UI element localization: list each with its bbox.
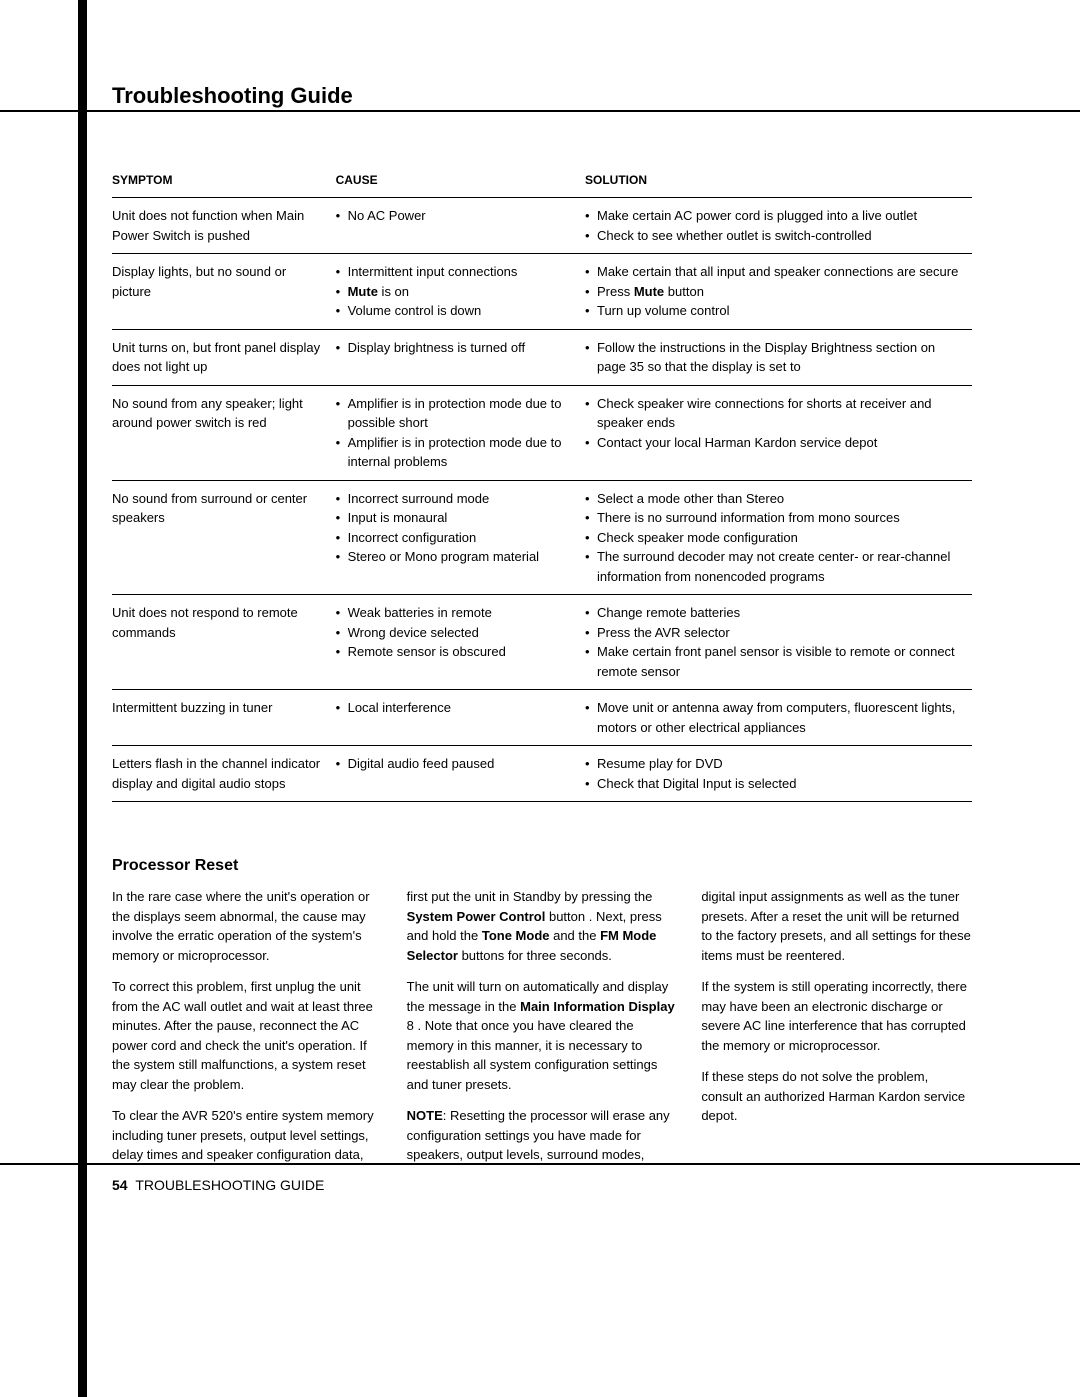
- table-row: Display lights, but no sound or pictureI…: [112, 254, 972, 330]
- symptom-cell: Unit turns on, but front panel display d…: [112, 329, 336, 385]
- symptom-cell: No sound from surround or center speaker…: [112, 480, 336, 595]
- table-row: Unit does not respond to remote commands…: [112, 595, 972, 690]
- solution-cell: Change remote batteriesPress the AVR sel…: [585, 595, 972, 690]
- footer-rule: [0, 1163, 1080, 1165]
- table-row: Letters flash in the channel indicator d…: [112, 746, 972, 802]
- symptom-cell: Display lights, but no sound or picture: [112, 254, 336, 330]
- cause-item: Stereo or Mono program material: [336, 547, 575, 567]
- solution-item: Select a mode other than Stereo: [585, 489, 962, 509]
- th-cause: CAUSE: [336, 165, 585, 198]
- solution-item: The surround decoder may not create cent…: [585, 547, 962, 586]
- processor-reset-heading: Processor Reset: [112, 857, 972, 875]
- solution-cell: Resume play for DVDCheck that Digital In…: [585, 746, 972, 802]
- symptom-cell: Unit does not function when Main Power S…: [112, 198, 336, 254]
- header-rule: [0, 110, 1080, 112]
- solution-item: Press the AVR selector: [585, 623, 962, 643]
- solution-item: Press Mute button: [585, 282, 962, 302]
- solution-item: Make certain that all input and speaker …: [585, 262, 962, 282]
- troubleshooting-table: SYMPTOM CAUSE SOLUTION Unit does not fun…: [112, 165, 972, 802]
- symptom-cell: Unit does not respond to remote commands: [112, 595, 336, 690]
- solution-cell: Make certain AC power cord is plugged in…: [585, 198, 972, 254]
- solution-item: Check speaker wire connections for short…: [585, 394, 962, 433]
- processor-reset-body: In the rare case where the unit's operat…: [112, 887, 972, 1165]
- table-row: Unit turns on, but front panel display d…: [112, 329, 972, 385]
- reset-p4: The unit will turn on automatically and …: [407, 977, 678, 1094]
- solution-cell: Check speaker wire connections for short…: [585, 385, 972, 480]
- solution-item: Contact your local Harman Kardon service…: [585, 433, 962, 453]
- reset-p1: In the rare case where the unit's operat…: [112, 887, 383, 965]
- cause-cell: Digital audio feed paused: [336, 746, 585, 802]
- cause-item: Incorrect surround mode: [336, 489, 575, 509]
- cause-cell: No AC Power: [336, 198, 585, 254]
- cause-cell: Intermittent input connectionsMute is on…: [336, 254, 585, 330]
- reset-p7: If these steps do not solve the problem,…: [701, 1067, 972, 1126]
- cause-cell: Amplifier is in protection mode due to p…: [336, 385, 585, 480]
- solution-item: Check speaker mode configuration: [585, 528, 962, 548]
- solution-item: Resume play for DVD: [585, 754, 962, 774]
- left-vertical-bar: [78, 0, 87, 1397]
- solution-item: Check to see whether outlet is switch-co…: [585, 226, 962, 246]
- symptom-cell: Letters flash in the channel indicator d…: [112, 746, 336, 802]
- cause-item: Digital audio feed paused: [336, 754, 575, 774]
- page-footer: 54 TROUBLESHOOTING GUIDE: [112, 1177, 324, 1193]
- cause-item: No AC Power: [336, 206, 575, 226]
- table-row: No sound from any speaker; light around …: [112, 385, 972, 480]
- reset-p2: To correct this problem, first unplug th…: [112, 977, 383, 1094]
- cause-item: Intermittent input connections: [336, 262, 575, 282]
- cause-item: Mute is on: [336, 282, 575, 302]
- cause-item: Amplifier is in protection mode due to i…: [336, 433, 575, 472]
- solution-cell: Move unit or antenna away from computers…: [585, 690, 972, 746]
- cause-cell: Display brightness is turned off: [336, 329, 585, 385]
- cause-cell: Local interference: [336, 690, 585, 746]
- solution-item: Make certain AC power cord is plugged in…: [585, 206, 962, 226]
- symptom-cell: No sound from any speaker; light around …: [112, 385, 336, 480]
- th-symptom: SYMPTOM: [112, 165, 336, 198]
- footer-label: TROUBLESHOOTING GUIDE: [135, 1177, 324, 1193]
- cause-item: Local interference: [336, 698, 575, 718]
- content-area: SYMPTOM CAUSE SOLUTION Unit does not fun…: [112, 165, 972, 1165]
- page-number: 54: [112, 1177, 128, 1193]
- solution-item: Follow the instructions in the Display B…: [585, 338, 962, 377]
- cause-item: Display brightness is turned off: [336, 338, 575, 358]
- cause-item: Volume control is down: [336, 301, 575, 321]
- cause-item: Incorrect configuration: [336, 528, 575, 548]
- solution-item: Move unit or antenna away from computers…: [585, 698, 962, 737]
- cause-item: Wrong device selected: [336, 623, 575, 643]
- table-row: No sound from surround or center speaker…: [112, 480, 972, 595]
- th-solution: SOLUTION: [585, 165, 972, 198]
- solution-cell: Select a mode other than StereoThere is …: [585, 480, 972, 595]
- cause-item: Input is monaural: [336, 508, 575, 528]
- reset-p6: If the system is still operating incorre…: [701, 977, 972, 1055]
- solution-item: There is no surround information from mo…: [585, 508, 962, 528]
- table-row: Unit does not function when Main Power S…: [112, 198, 972, 254]
- solution-cell: Follow the instructions in the Display B…: [585, 329, 972, 385]
- cause-cell: Weak batteries in remoteWrong device sel…: [336, 595, 585, 690]
- cause-item: Weak batteries in remote: [336, 603, 575, 623]
- solution-item: Make certain front panel sensor is visib…: [585, 642, 962, 681]
- solution-item: Turn up volume control: [585, 301, 962, 321]
- solution-item: Check that Digital Input is selected: [585, 774, 962, 794]
- table-row: Intermittent buzzing in tunerLocal inter…: [112, 690, 972, 746]
- page-title: Troubleshooting Guide: [112, 83, 353, 109]
- symptom-cell: Intermittent buzzing in tuner: [112, 690, 336, 746]
- solution-item: Change remote batteries: [585, 603, 962, 623]
- cause-cell: Incorrect surround modeInput is monaural…: [336, 480, 585, 595]
- solution-cell: Make certain that all input and speaker …: [585, 254, 972, 330]
- cause-item: Amplifier is in protection mode due to p…: [336, 394, 575, 433]
- cause-item: Remote sensor is obscured: [336, 642, 575, 662]
